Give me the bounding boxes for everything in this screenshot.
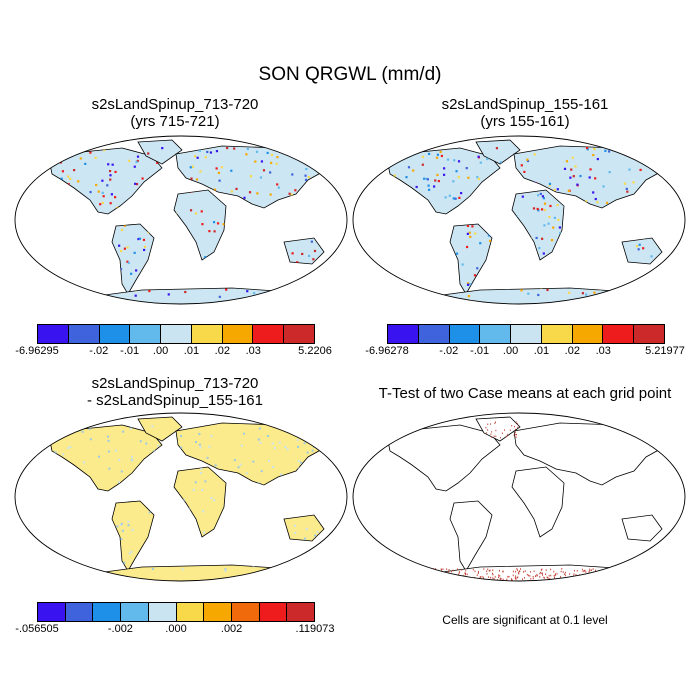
colorbar-box — [130, 325, 162, 343]
colorbar-panel-1 — [37, 324, 315, 344]
colorbar-label: .002 — [220, 623, 243, 635]
colorbar-label: .00 — [152, 345, 169, 357]
colorbar-box — [65, 603, 94, 621]
colorbar-label: 5.21977 — [645, 345, 685, 357]
colorbar-label: .02 — [564, 345, 580, 357]
panel3-title-line2: - s2sLandSpinup_155-161 — [87, 392, 263, 409]
map-panel-4-ttest — [352, 412, 686, 582]
panel3-title-line1: s2sLandSpinup_713-720 — [91, 375, 259, 392]
colorbar-box — [259, 603, 288, 621]
colorbar-label: .01 — [183, 345, 200, 357]
map-panel-2 — [352, 135, 686, 305]
colorbar-box — [449, 325, 481, 343]
land-north-america — [387, 147, 501, 215]
colorbar-box — [572, 325, 604, 343]
land-south-america — [111, 223, 155, 295]
colorbar-box — [191, 325, 223, 343]
map-border — [14, 135, 348, 305]
colorbar-label: 5.2206 — [298, 345, 332, 357]
colorbar-box — [418, 325, 450, 343]
colorbar-label: -6.96295 — [15, 345, 59, 357]
colorbar-label: .02 — [214, 345, 230, 357]
colorbar-box — [93, 603, 122, 621]
colorbar-panel-2 — [387, 324, 665, 344]
significance-note: Cells are significant at 0.1 level — [442, 613, 608, 627]
colorbar-box — [480, 325, 512, 343]
colorbar-box — [38, 603, 66, 621]
colorbar-label: -.02 — [439, 345, 459, 357]
land-south-america — [111, 500, 155, 572]
colorbar-box — [99, 325, 131, 343]
panel1-title-line1: s2sLandSpinup_713-720 — [91, 96, 259, 113]
colorbar-label: .119073 — [295, 623, 335, 635]
land-north-america — [387, 424, 501, 492]
colorbar-label: .00 — [502, 345, 519, 357]
colorbar-box — [222, 325, 254, 343]
colorbar-box — [634, 325, 665, 343]
land-australia — [621, 514, 663, 542]
panel2-title-line1: s2sLandSpinup_155-161 — [441, 96, 609, 113]
land-australia — [283, 237, 325, 265]
land-africa — [511, 466, 565, 538]
land-north-america — [49, 147, 163, 215]
map-border — [14, 412, 348, 582]
colorbar-label: .03 — [245, 345, 261, 357]
colorbar-label: .03 — [595, 345, 611, 357]
colorbar-panel-3 — [37, 602, 315, 622]
land-australia — [283, 514, 325, 542]
colorbar-box — [603, 325, 635, 343]
colorbar-box — [204, 603, 232, 621]
land-greenland — [475, 139, 521, 165]
land-antarctica — [419, 564, 649, 581]
land-antarctica — [419, 287, 649, 304]
colorbar-box — [161, 325, 192, 343]
colorbar-box — [38, 325, 69, 343]
land-africa — [173, 189, 227, 261]
panel1-title: s2sLandSpinup_713-720 (yrs 715-721) — [25, 96, 325, 130]
land-south-america — [449, 223, 493, 295]
colorbar-label: .000 — [165, 623, 187, 635]
colorbar-box — [541, 325, 573, 343]
panel1-title-line2: (yrs 715-721) — [130, 113, 220, 130]
map-border — [352, 135, 686, 305]
colorbar-box — [253, 325, 285, 343]
map-panel-3-difference — [14, 412, 348, 582]
colorbar-label: -.01 — [470, 345, 490, 357]
colorbar-label: -.002 — [107, 623, 133, 635]
land-australia — [621, 237, 663, 265]
panel3-title: s2sLandSpinup_713-720 - s2sLandSpinup_15… — [25, 375, 325, 409]
colorbar-box — [388, 325, 419, 343]
land-north-america — [49, 424, 163, 492]
colorbar-box — [284, 325, 315, 343]
colorbar-box — [231, 603, 260, 621]
land-greenland — [137, 139, 183, 165]
colorbar-label: -.056505 — [15, 623, 59, 635]
colorbar-box — [511, 325, 542, 343]
land-africa — [173, 466, 227, 538]
land-antarctica — [81, 564, 311, 581]
land-greenland — [137, 416, 183, 442]
map-panel-1 — [14, 135, 348, 305]
colorbar-label: -6.96278 — [365, 345, 409, 357]
land-antarctica — [81, 287, 311, 304]
colorbar-label: .01 — [533, 345, 550, 357]
land-greenland — [475, 416, 521, 442]
colorbar-label: -.01 — [120, 345, 140, 357]
panel2-title-line2: (yrs 155-161) — [480, 113, 570, 130]
colorbar-box — [68, 325, 100, 343]
colorbar-box — [121, 603, 149, 621]
map-border — [352, 412, 686, 582]
panel4-title: T-Test of two Case means at each grid po… — [378, 385, 672, 402]
main-title: SON QRGWL (mm/d) — [258, 64, 442, 85]
colorbar-box — [287, 603, 315, 621]
colorbar-label: -.02 — [89, 345, 109, 357]
panel2-title: s2sLandSpinup_155-161 (yrs 155-161) — [375, 96, 675, 130]
land-south-america — [449, 500, 493, 572]
colorbar-box — [176, 603, 205, 621]
colorbar-box — [148, 603, 177, 621]
land-africa — [511, 189, 565, 261]
